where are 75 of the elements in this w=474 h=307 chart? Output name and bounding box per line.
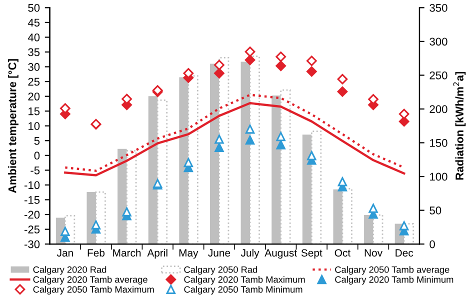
x-tick-label: Dec <box>396 249 414 257</box>
point <box>307 151 316 160</box>
point <box>245 135 255 145</box>
y-tick-label: 0 <box>34 152 40 160</box>
x-tick-label: Oct <box>334 249 350 257</box>
point <box>91 220 101 230</box>
x-tick-label: June <box>208 249 230 257</box>
point <box>214 60 224 70</box>
point <box>306 66 317 77</box>
legend-label: Calgary 2050 Tamb average <box>335 266 450 275</box>
legend-label: Calgary 2020 Tamb Maximum <box>184 276 305 285</box>
point <box>214 134 224 144</box>
y-tick-label: 5 <box>34 137 40 145</box>
y-axis-title: Ambient temperature [°C] <box>8 59 18 193</box>
y2-tick-label: 300 <box>430 38 448 46</box>
y-tick-label: 25 <box>28 78 40 86</box>
y-tick-label: 40 <box>28 33 40 42</box>
point <box>214 68 224 78</box>
y-tick-label: 35 <box>28 48 40 56</box>
y-tick-label: 10 <box>28 122 40 130</box>
x-tick-label: Sept <box>301 249 322 259</box>
y-tick-label: -5 <box>30 166 40 174</box>
x-tick-label: August <box>264 249 297 259</box>
legend-label: Calgary 2020 Tamb average <box>33 276 148 285</box>
point <box>245 124 255 134</box>
point <box>400 221 409 230</box>
point <box>368 204 378 213</box>
point <box>338 177 348 186</box>
x-tick-label: Nov <box>364 249 382 257</box>
point <box>184 158 193 168</box>
y-tick-label: -20 <box>24 210 40 219</box>
y-tick-label: 20 <box>28 92 40 100</box>
y-tick-label: -30 <box>24 240 40 248</box>
x-tick-label: April <box>147 248 168 259</box>
legend-label: Calgary 2020 Rad <box>33 266 106 275</box>
legend-label: Calgary 2020 Tamb Minimum <box>335 276 454 285</box>
legend-label: Calgary 2050 Tamb Maximum <box>33 286 154 295</box>
point <box>306 56 317 66</box>
y-tick-label: -15 <box>24 196 40 204</box>
x-tick-label: July <box>240 248 260 259</box>
y2-tick-label: 350 <box>430 4 448 12</box>
x-tick-label: Jan <box>56 249 73 257</box>
x-tick-label: March <box>113 248 141 257</box>
y2-tick-label: 100 <box>430 172 448 181</box>
y2-tick-label: 150 <box>430 139 448 147</box>
y-tick-label: 30 <box>28 63 40 71</box>
point <box>244 46 256 57</box>
y-tick-label: 15 <box>28 107 40 116</box>
point <box>398 108 410 120</box>
point <box>276 140 286 150</box>
y-tick-label: 50 <box>28 4 40 12</box>
point <box>398 116 410 127</box>
y2-tick-label: 50 <box>430 206 442 214</box>
point <box>276 52 286 62</box>
point <box>122 207 132 216</box>
point <box>276 132 286 142</box>
y-tick-label: 45 <box>28 18 40 27</box>
point <box>337 74 348 84</box>
y2-tick-label: 200 <box>430 105 448 114</box>
x-tick-label: Feb <box>88 248 105 257</box>
point <box>183 68 194 78</box>
y2-axis-title: Radiation [kWh/m$^{2}$a] <box>453 72 466 180</box>
line-series <box>64 102 406 176</box>
point <box>214 142 224 152</box>
y2-tick-label: 0 <box>430 240 435 248</box>
point <box>276 60 286 72</box>
y-tick-label: -25 <box>24 226 40 234</box>
x-tick-label: May <box>179 249 198 259</box>
y-tick-label: -10 <box>24 181 40 190</box>
point <box>368 94 378 104</box>
legend-label: Calgary 2050 Tamb Minimum <box>184 286 302 295</box>
y2-tick-label: 250 <box>430 71 448 80</box>
point <box>337 86 348 97</box>
point <box>244 54 256 66</box>
legend-label: Calgary 2050 Rad <box>184 266 258 275</box>
